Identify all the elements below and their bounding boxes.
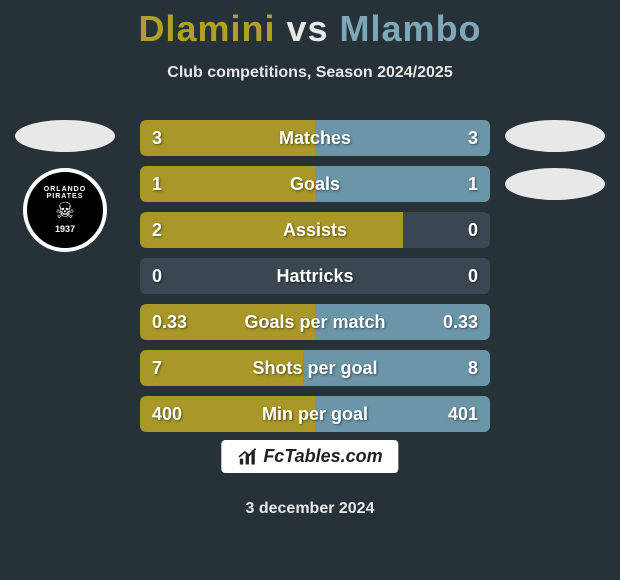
stat-row: 78Shots per goal	[140, 350, 490, 386]
stat-row: 0.330.33Goals per match	[140, 304, 490, 340]
left-column: ORLANDOPIRATES ☠ 1937	[10, 120, 120, 252]
brand-box[interactable]: FcTables.com	[221, 440, 398, 473]
stats-bars: 33Matches 11Goals 20Assists 00Hattricks 0.33…	[140, 120, 490, 432]
skull-icon: ☠	[44, 200, 86, 222]
right-column	[500, 120, 610, 200]
stat-row: 33Matches	[140, 120, 490, 156]
stat-label: Hattricks	[140, 258, 490, 294]
stat-label: Min per goal	[140, 396, 490, 432]
stat-label: Goals	[140, 166, 490, 202]
stat-label: Assists	[140, 212, 490, 248]
subtitle: Club competitions, Season 2024/2025	[0, 64, 620, 82]
date-text: 3 december 2024	[0, 500, 620, 518]
player2-club-badge	[505, 168, 605, 200]
player2-photo	[505, 120, 605, 152]
stat-label: Goals per match	[140, 304, 490, 340]
vs-text: vs	[286, 8, 328, 49]
stat-row: 00Hattricks	[140, 258, 490, 294]
stat-row: 400401Min per goal	[140, 396, 490, 432]
brand-text: FcTables.com	[263, 446, 382, 467]
player2-name: Mlambo	[340, 8, 482, 49]
player1-name: Dlamini	[138, 8, 275, 49]
comparison-title: Dlamini vs Mlambo	[0, 0, 620, 50]
club-year: 1937	[44, 224, 86, 234]
stat-row: 11Goals	[140, 166, 490, 202]
chart-icon	[237, 447, 257, 467]
stat-row: 20Assists	[140, 212, 490, 248]
stat-label: Shots per goal	[140, 350, 490, 386]
stat-label: Matches	[140, 120, 490, 156]
player1-photo	[15, 120, 115, 152]
player1-club-badge: ORLANDOPIRATES ☠ 1937	[23, 168, 107, 252]
